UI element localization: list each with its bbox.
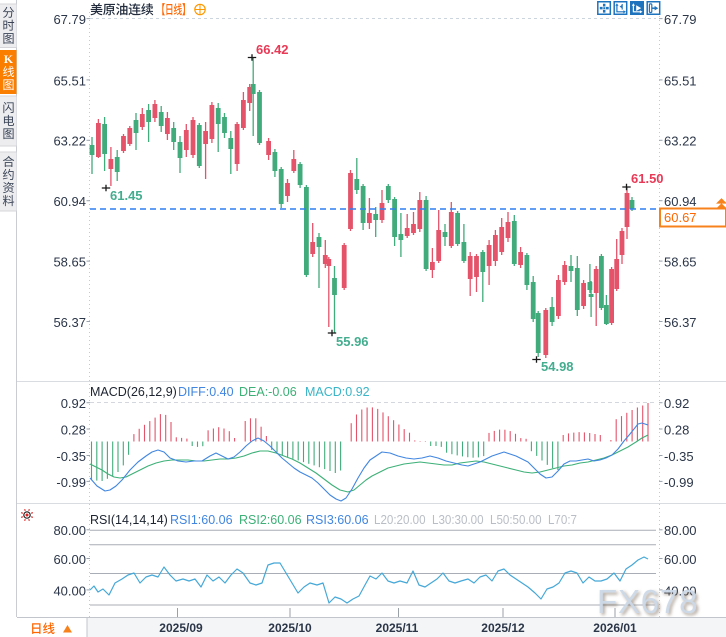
svg-text:2025/10: 2025/10 <box>268 621 312 635</box>
svg-text:61.45: 61.45 <box>110 188 143 203</box>
svg-text:MACD:0.92: MACD:0.92 <box>305 385 370 399</box>
svg-text:60.94: 60.94 <box>53 194 86 209</box>
svg-text:65.51: 65.51 <box>664 73 697 88</box>
svg-text:-0.35: -0.35 <box>56 449 86 464</box>
svg-text:-0.35: -0.35 <box>664 449 694 464</box>
svg-text:RSI(14,14,14): RSI(14,14,14) <box>90 513 168 527</box>
svg-text:2025/09: 2025/09 <box>159 621 203 635</box>
svg-text:54.98: 54.98 <box>541 359 574 374</box>
svg-text:61.50: 61.50 <box>631 171 664 186</box>
svg-text:DEA:-0.06: DEA:-0.06 <box>239 385 297 399</box>
svg-text:63.22: 63.22 <box>664 134 697 149</box>
svg-text:RSI3:60.06: RSI3:60.06 <box>306 513 369 527</box>
svg-text:0.28: 0.28 <box>664 422 689 437</box>
svg-text:58.65: 58.65 <box>53 255 86 270</box>
svg-text:63.22: 63.22 <box>53 134 86 149</box>
svg-text:0.28: 0.28 <box>61 422 86 437</box>
svg-text:0.92: 0.92 <box>664 396 689 411</box>
svg-text:66.42: 66.42 <box>256 42 289 57</box>
svg-text:65.51: 65.51 <box>53 73 86 88</box>
svg-text:60.94: 60.94 <box>664 194 697 209</box>
svg-text:RSI2:60.06: RSI2:60.06 <box>239 513 302 527</box>
svg-text:0.92: 0.92 <box>61 396 86 411</box>
svg-text:FX678: FX678 <box>597 583 698 620</box>
svg-text:67.79: 67.79 <box>664 12 697 27</box>
svg-text:56.37: 56.37 <box>53 315 86 330</box>
svg-text:2025/11: 2025/11 <box>376 621 419 635</box>
svg-text:55.96: 55.96 <box>336 334 369 349</box>
svg-text:56.37: 56.37 <box>664 315 697 330</box>
svg-text:DIFF:0.40: DIFF:0.40 <box>178 385 234 399</box>
svg-text:40.00: 40.00 <box>53 583 86 598</box>
svg-text:2025/12: 2025/12 <box>481 621 525 635</box>
svg-text:-0.99: -0.99 <box>664 475 694 490</box>
svg-text:2026/01: 2026/01 <box>593 621 637 635</box>
svg-text:K: K <box>4 52 14 66</box>
svg-text:40.00: 40.00 <box>664 583 697 598</box>
svg-text:RSI1:60.06: RSI1:60.06 <box>170 513 233 527</box>
svg-text:60.67: 60.67 <box>664 210 697 225</box>
svg-text:80.00: 80.00 <box>664 523 697 538</box>
svg-text:L20:20.00 L30:30.00 L50:50.0: L20:20.00 L30:30.00 L50:50.00 L70:7 <box>374 513 577 527</box>
svg-text:60.00: 60.00 <box>664 552 697 567</box>
svg-text:-0.99: -0.99 <box>56 475 86 490</box>
svg-text:80.00: 80.00 <box>53 523 86 538</box>
svg-text:67.79: 67.79 <box>53 12 86 27</box>
svg-text:58.65: 58.65 <box>664 255 697 270</box>
svg-text:MACD(26,12,9): MACD(26,12,9) <box>90 385 177 399</box>
svg-text:60.00: 60.00 <box>53 552 86 567</box>
